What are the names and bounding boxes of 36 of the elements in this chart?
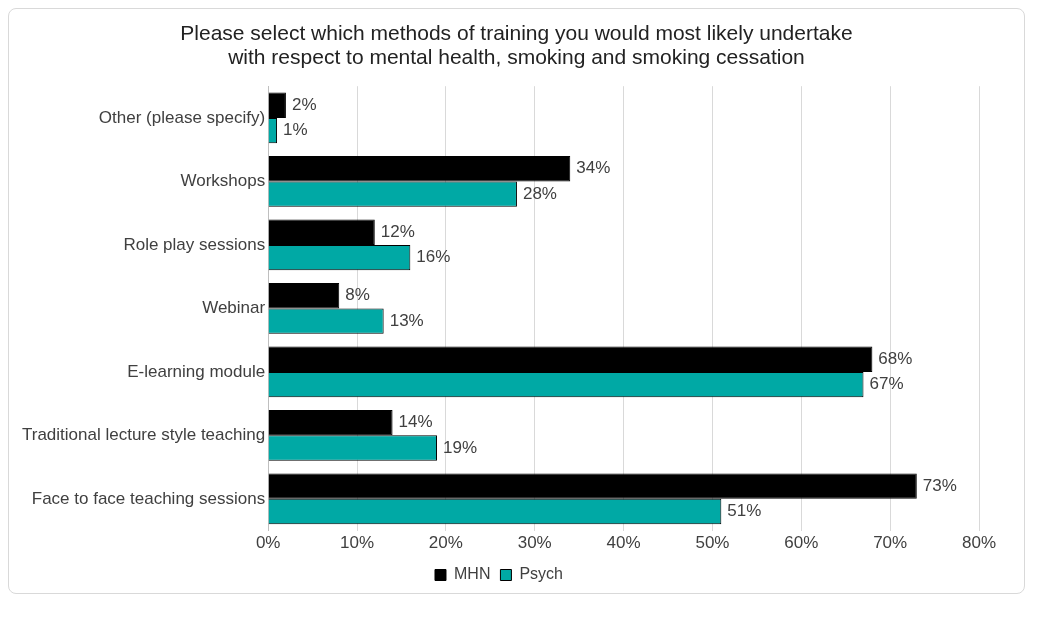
data-label: 51% — [727, 501, 762, 521]
y-tick-label: Webinar — [202, 298, 266, 318]
data-label: 1% — [283, 120, 308, 140]
data-label: 19% — [442, 437, 478, 457]
data-label: 34% — [576, 158, 611, 178]
chart-title: Please select which methods of training you would most likely undertake with respect to mental health, smoking and smoking cessation — [179, 20, 854, 70]
data-label: 13% — [389, 310, 424, 330]
data-label: 12% — [380, 221, 415, 241]
x-tick-label: 80% — [961, 533, 997, 553]
data-label: 73% — [922, 475, 957, 495]
data-label: 67% — [869, 374, 904, 394]
data-label: 8% — [345, 285, 370, 305]
y-tick-label: E-learning module — [127, 361, 266, 381]
y-tick-label: Workshops — [180, 171, 266, 191]
x-tick-label: 20% — [428, 533, 463, 553]
x-tick-label: 0% — [255, 533, 281, 553]
y-tick-label: Other (please specify) — [98, 107, 266, 127]
x-tick-label: 10% — [340, 533, 375, 553]
data-label: 2% — [291, 94, 317, 114]
x-tick-label: 50% — [695, 533, 730, 553]
x-tick-label: 60% — [784, 533, 819, 553]
legend-label: Psych — [519, 565, 564, 583]
x-tick-label: 40% — [606, 533, 641, 553]
bar — [268, 409, 393, 436]
y-tick-label: Role play sessions — [123, 234, 266, 254]
y-tick-label: Face to face teaching sessions — [31, 488, 266, 508]
y-tick-label: Traditional lecture style teaching — [21, 425, 266, 445]
data-label: 14% — [398, 412, 433, 432]
legend-label: MHN — [454, 565, 491, 583]
x-tick-label: 30% — [517, 533, 552, 553]
bar — [268, 283, 340, 309]
bar — [268, 156, 571, 182]
x-tick-label: 70% — [873, 533, 908, 553]
data-label: 68% — [878, 348, 913, 368]
data-label: 16% — [416, 247, 451, 267]
data-label: 28% — [522, 183, 557, 203]
